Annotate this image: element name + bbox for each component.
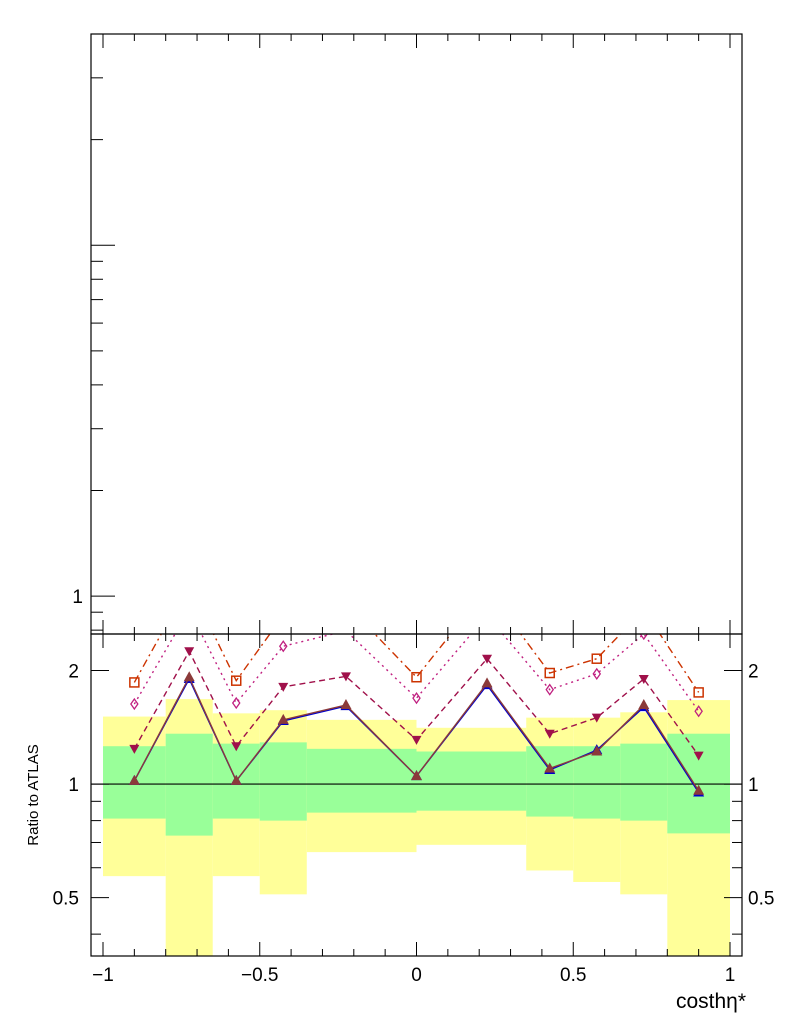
series-4	[129, 634, 704, 698]
y-tick-labels: 0.5 0.5 1 1 2 2	[53, 662, 775, 910]
inner-band-bin	[526, 746, 574, 817]
series-point	[278, 682, 289, 692]
series-point	[591, 745, 603, 756]
inner-band-bin	[259, 742, 307, 821]
series-point	[545, 683, 555, 696]
series-group	[128, 634, 705, 797]
main-y-ticks	[91, 77, 115, 631]
x-axis-title: costhη*	[676, 990, 746, 1013]
x-tick-label: 0	[411, 965, 422, 986]
ratio-x-ticks	[102, 634, 731, 956]
series-point	[412, 691, 421, 705]
series-point	[693, 687, 704, 698]
ratio-panel: −1 −0.5 0 0.5 1 0.5 0.5 1 1 2 2 costhη* Ratio to …	[25, 633, 775, 1013]
series-point	[544, 729, 555, 739]
series-point	[638, 699, 650, 710]
series-point	[544, 762, 556, 773]
x-tick-label: −1	[92, 965, 114, 986]
series-point	[231, 696, 241, 710]
main-y-tick-label: 1	[72, 587, 83, 608]
y-tick-label-right: 1	[748, 775, 759, 796]
inner-band-bin	[620, 743, 668, 821]
inner-band-bin	[573, 746, 621, 819]
series-point	[638, 674, 649, 684]
series-point	[639, 634, 649, 641]
series-point	[591, 653, 603, 664]
series-point	[592, 667, 602, 680]
series-point	[130, 697, 139, 711]
inner-band-bin	[416, 751, 527, 811]
series-point	[129, 744, 140, 754]
series-point	[482, 654, 493, 664]
y-tick-label-right: 2	[748, 662, 759, 683]
series-point	[591, 713, 602, 723]
series-point	[340, 672, 351, 682]
x-tick-label: 0.5	[560, 965, 586, 986]
x-tick-label: −0.5	[241, 965, 279, 986]
series-point	[183, 671, 195, 682]
series-point	[544, 667, 555, 679]
x-tick-labels: −1 −0.5 0 0.5 1	[92, 965, 735, 986]
series-point	[231, 742, 242, 752]
series-point	[230, 774, 242, 785]
series-5	[130, 634, 703, 718]
y-tick-label-left: 0.5	[53, 889, 79, 910]
series-point	[278, 640, 288, 653]
ratio-y-ticks	[91, 670, 742, 935]
series-line	[133, 634, 700, 693]
series-3	[129, 647, 704, 761]
series-point	[411, 735, 422, 745]
series-point	[411, 671, 422, 683]
y-tick-label-right: 0.5	[748, 889, 774, 910]
y-tick-label-left: 1	[68, 775, 79, 796]
series-point	[694, 705, 703, 718]
x-tick-label: 1	[725, 965, 736, 986]
series-point	[230, 675, 242, 686]
series-point	[277, 713, 289, 724]
y-tick-label-left: 2	[68, 662, 79, 683]
series-point	[129, 677, 140, 688]
series-point	[693, 784, 705, 795]
main-x-ticks	[102, 34, 731, 634]
series-point	[340, 699, 352, 710]
y-axis-title: Ratio to ATLAS	[25, 744, 42, 845]
inner-band-bin	[306, 748, 417, 813]
series-point	[693, 751, 704, 761]
series-point	[411, 770, 422, 781]
series-point	[481, 677, 493, 688]
series-point	[128, 774, 140, 785]
main-y-tick-labels: 1	[72, 587, 83, 608]
series-point	[184, 647, 195, 657]
series-2	[128, 671, 705, 795]
